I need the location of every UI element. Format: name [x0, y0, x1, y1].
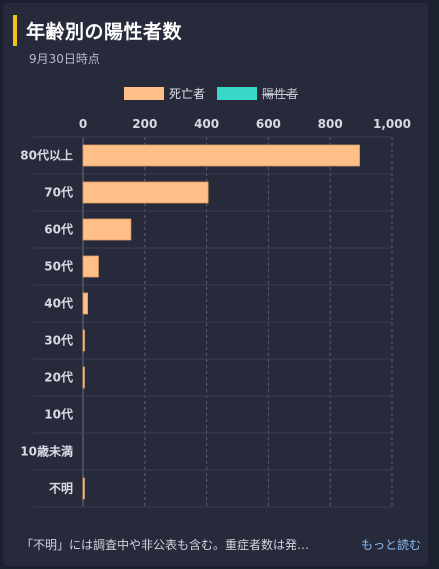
- bar-chart: 0 200 400 600 800 1,000 80代以上 70代 60代 50代 40代 30代 20…: [20, 117, 411, 508]
- y-category-label: 20代: [44, 370, 73, 385]
- legend-swatch-deaths: [124, 87, 164, 100]
- x-tick-label: 400: [194, 117, 219, 131]
- chart-card: 年齢別の陽性者数 9月30日時点 死亡者 陽性者 0 200 400 600 800 1,…: [3, 3, 428, 566]
- x-tick-label: 1,000: [373, 117, 411, 131]
- y-category-label: 70代: [44, 185, 73, 200]
- bar: [82, 218, 132, 241]
- legend-swatch-positive: [217, 87, 258, 100]
- chart-title: 年齢別の陽性者数: [26, 20, 183, 43]
- legend-label-deaths: 死亡者: [169, 87, 206, 101]
- title-block: 年齢別の陽性者数: [13, 14, 182, 46]
- bar: [82, 477, 85, 500]
- bar: [82, 255, 99, 278]
- legend-item-positive[interactable]: 陽性者: [217, 85, 298, 102]
- y-category-label: 80代以上: [20, 148, 73, 163]
- y-category-label: 40代: [44, 296, 73, 311]
- bar: [82, 292, 89, 315]
- x-tick-label: 800: [318, 117, 343, 131]
- read-more-link[interactable]: もっと読む: [360, 538, 421, 552]
- y-category-label: 60代: [44, 222, 73, 237]
- y-category-label: 不明: [49, 482, 73, 496]
- y-category-label: 10代: [44, 407, 73, 422]
- y-category-label: 50代: [44, 259, 73, 274]
- bar: [82, 366, 85, 389]
- footer-note: 「不明」には調査中や非公表も含む。重症者数は発…: [21, 538, 310, 552]
- y-category-label: 10歳未満: [20, 444, 73, 459]
- bar: [82, 329, 85, 352]
- legend-label-positive: 陽性者: [262, 87, 299, 101]
- x-tick-label: 200: [132, 117, 157, 131]
- legend-item-deaths[interactable]: 死亡者: [124, 85, 205, 102]
- title-accent-bar: [13, 14, 17, 46]
- bar: [82, 181, 209, 204]
- footer: 「不明」には調査中や非公表も含む。重症者数は発… もっと読む: [21, 536, 421, 553]
- legend: 死亡者 陽性者: [124, 85, 310, 102]
- chart-subtitle: 9月30日時点: [29, 52, 100, 66]
- y-category-label: 30代: [44, 333, 73, 348]
- x-tick-label: 0: [79, 117, 87, 131]
- bar: [82, 144, 360, 167]
- x-tick-label: 600: [256, 117, 281, 131]
